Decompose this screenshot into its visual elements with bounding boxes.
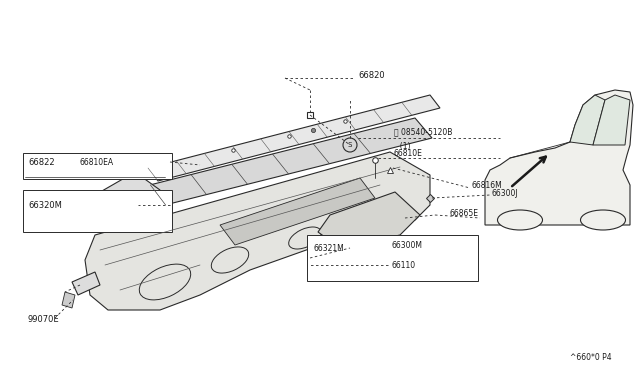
Polygon shape bbox=[72, 272, 100, 295]
Polygon shape bbox=[220, 178, 375, 245]
Ellipse shape bbox=[497, 210, 543, 230]
Text: 66320M: 66320M bbox=[28, 201, 62, 209]
Text: 66810E: 66810E bbox=[394, 148, 423, 157]
Polygon shape bbox=[92, 172, 160, 228]
Text: 66300J: 66300J bbox=[492, 189, 518, 198]
Text: 66816M: 66816M bbox=[472, 180, 503, 189]
Polygon shape bbox=[485, 90, 633, 225]
Polygon shape bbox=[593, 95, 630, 145]
Polygon shape bbox=[570, 95, 605, 145]
Polygon shape bbox=[62, 292, 75, 308]
Text: 99070E: 99070E bbox=[28, 315, 60, 324]
Text: 66300M: 66300M bbox=[392, 241, 423, 250]
Text: 66110: 66110 bbox=[392, 260, 416, 269]
Text: S: S bbox=[348, 142, 352, 148]
Text: (1): (1) bbox=[395, 141, 410, 151]
Polygon shape bbox=[318, 192, 420, 248]
Polygon shape bbox=[130, 118, 432, 210]
Ellipse shape bbox=[580, 210, 625, 230]
FancyBboxPatch shape bbox=[23, 190, 172, 232]
Text: 66820: 66820 bbox=[358, 71, 385, 80]
Text: 66822: 66822 bbox=[28, 157, 54, 167]
Polygon shape bbox=[85, 215, 102, 232]
Text: 66810EA: 66810EA bbox=[80, 157, 114, 167]
Text: 66865E: 66865E bbox=[450, 208, 479, 218]
FancyBboxPatch shape bbox=[307, 235, 478, 281]
Polygon shape bbox=[85, 152, 430, 310]
Text: ^660*0 P4: ^660*0 P4 bbox=[570, 353, 612, 362]
FancyBboxPatch shape bbox=[23, 153, 172, 179]
Polygon shape bbox=[148, 95, 440, 181]
Text: 66321M: 66321M bbox=[313, 244, 344, 253]
Text: Ⓢ 08540-5120B: Ⓢ 08540-5120B bbox=[394, 128, 452, 137]
